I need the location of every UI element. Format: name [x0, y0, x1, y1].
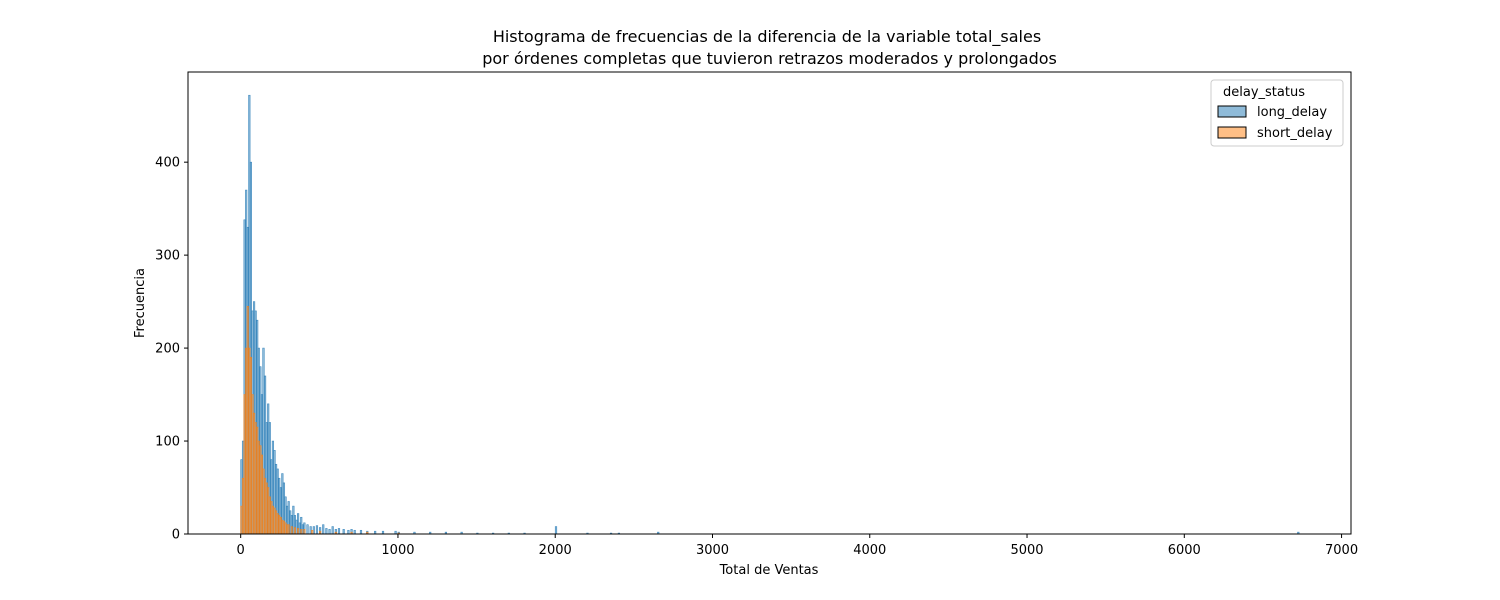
- histogram-bar-long-delay: [328, 529, 331, 535]
- histogram-bar-long-delay: [337, 528, 341, 535]
- legend-swatch-long-delay: [1217, 105, 1247, 118]
- histogram-bar-long-delay: [554, 526, 558, 535]
- histogram-bar-short-delay: [303, 529, 306, 535]
- legend-label-short-delay: short_delay: [1257, 126, 1333, 141]
- x-axis-label: Total de Ventas: [719, 563, 819, 578]
- plot-area-frame: [187, 71, 1352, 535]
- histogram-bar-short-delay: [311, 529, 314, 535]
- histogram-bar-short-delay: [293, 527, 297, 535]
- y-tick-label: 400: [155, 156, 180, 171]
- x-tick-label: 5000: [1010, 543, 1043, 558]
- histogram-bar-long-delay: [342, 529, 345, 535]
- histogram-bar-long-delay: [353, 529, 356, 535]
- x-tick-label: 6000: [1168, 543, 1201, 558]
- histogram-bar-short-delay: [300, 529, 303, 535]
- histogram-bar-long-delay: [325, 528, 328, 535]
- x-axis: 0 1000 2000 3000 4000 5000 6000 7000: [237, 534, 1358, 558]
- histogram-bar-long-delay: [359, 529, 363, 535]
- x-tick-label: 0: [237, 543, 245, 558]
- chart-title-line-2: por órdenes completas que tuvieron retra…: [477, 49, 1057, 68]
- y-tick-label: 0: [172, 528, 180, 543]
- series-long-delay-bars: [240, 94, 1300, 535]
- y-axis-label: Frecuencia: [133, 268, 148, 338]
- histogram-bar-long-delay: [315, 525, 319, 535]
- histogram-bar-long-delay: [306, 524, 309, 535]
- legend-title: delay_status: [1223, 85, 1305, 100]
- x-tick-label: 4000: [853, 543, 886, 558]
- y-tick-label: 300: [155, 249, 180, 264]
- y-tick-label: 200: [155, 342, 180, 357]
- histogram-bar-long-delay: [331, 526, 334, 535]
- legend: delay_status long_delay short_delay: [1210, 79, 1344, 147]
- y-axis: 0 100 200 300 400: [155, 156, 188, 543]
- x-tick-label: 1000: [381, 543, 414, 558]
- x-tick-label: 2000: [539, 543, 572, 558]
- x-tick-label: 7000: [1325, 543, 1358, 558]
- histogram-bar-short-delay: [296, 528, 300, 535]
- chart-title-line-1: Histograma de frecuencias de la diferenc…: [493, 27, 1041, 47]
- legend-swatch-short-delay: [1217, 126, 1247, 139]
- histogram-bar-long-delay: [347, 529, 350, 535]
- legend-label-long-delay: long_delay: [1257, 105, 1327, 120]
- histogram-bar-long-delay: [322, 524, 325, 535]
- x-tick-label: 3000: [696, 543, 729, 558]
- histogram-bar-short-delay: [287, 524, 290, 535]
- y-tick-label: 100: [155, 435, 180, 450]
- histogram-bar-short-delay: [290, 526, 293, 535]
